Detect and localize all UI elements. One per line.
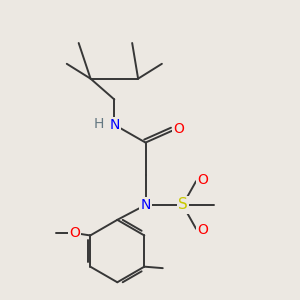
Text: H: H	[94, 117, 104, 131]
Text: S: S	[178, 197, 188, 212]
Text: O: O	[197, 173, 208, 187]
Text: N: N	[109, 118, 119, 132]
Text: O: O	[197, 223, 208, 237]
Text: N: N	[140, 198, 151, 212]
Text: O: O	[69, 226, 80, 240]
Text: O: O	[173, 122, 184, 136]
